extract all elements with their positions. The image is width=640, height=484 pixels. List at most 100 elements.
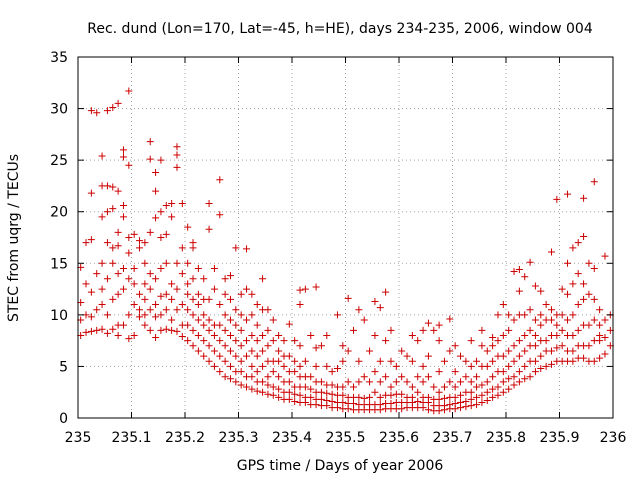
data-point — [146, 270, 154, 278]
data-point — [82, 328, 90, 336]
data-point — [226, 375, 234, 383]
data-point — [200, 352, 208, 360]
data-point — [376, 304, 384, 312]
data-point — [157, 208, 165, 216]
data-point — [473, 393, 481, 401]
data-point — [162, 202, 170, 210]
data-point — [553, 195, 561, 203]
data-point — [339, 342, 347, 350]
data-point — [264, 381, 272, 389]
data-point — [114, 187, 122, 195]
data-point — [205, 357, 213, 365]
data-point — [152, 275, 160, 283]
data-point — [547, 248, 555, 256]
data-point — [580, 232, 588, 240]
y-tick-label: 5 — [59, 359, 68, 375]
data-point — [232, 306, 240, 314]
data-point — [526, 258, 534, 266]
data-point — [521, 331, 529, 339]
data-point — [253, 321, 261, 329]
data-point — [119, 153, 127, 161]
data-point — [275, 347, 283, 355]
data-point — [87, 107, 95, 115]
data-point — [505, 385, 513, 393]
data-point — [194, 301, 202, 309]
data-point — [168, 199, 176, 207]
data-points — [77, 87, 614, 415]
data-point — [130, 301, 138, 309]
data-point — [125, 275, 133, 283]
data-point — [232, 378, 240, 386]
data-point — [253, 368, 261, 376]
data-point — [157, 326, 165, 334]
data-point — [205, 199, 213, 207]
x-tick-label: 235.3 — [218, 430, 258, 446]
data-point — [178, 270, 186, 278]
data-point — [505, 347, 513, 355]
data-point — [226, 347, 234, 355]
data-point — [580, 354, 588, 362]
y-tick-label: 25 — [50, 153, 68, 169]
data-point — [457, 399, 465, 407]
data-point — [414, 337, 422, 345]
data-point — [419, 326, 427, 334]
data-point — [259, 388, 267, 396]
data-point — [226, 272, 234, 280]
data-point — [489, 342, 497, 350]
data-point — [317, 378, 325, 386]
data-point — [451, 383, 459, 391]
data-point — [446, 401, 454, 409]
data-point — [564, 190, 572, 198]
data-point — [350, 400, 358, 408]
data-point — [531, 316, 539, 324]
data-point — [194, 290, 202, 298]
data-point — [226, 295, 234, 303]
data-point — [328, 397, 336, 405]
y-tick-label: 20 — [50, 205, 68, 221]
data-point — [435, 395, 443, 403]
data-point — [168, 316, 176, 324]
data-point — [82, 239, 90, 247]
data-point — [574, 270, 582, 278]
data-point — [168, 295, 176, 303]
data-point — [189, 239, 197, 247]
data-point — [259, 275, 267, 283]
data-point — [467, 362, 475, 370]
data-point — [510, 342, 518, 350]
data-point — [446, 347, 454, 355]
data-point — [146, 228, 154, 236]
data-point — [403, 378, 411, 386]
data-point — [569, 357, 577, 365]
data-point — [216, 368, 224, 376]
data-point — [130, 230, 138, 238]
data-point — [269, 383, 277, 391]
data-point — [499, 301, 507, 309]
data-point — [355, 357, 363, 365]
data-point — [398, 405, 406, 413]
data-point — [344, 378, 352, 386]
data-point — [162, 230, 170, 238]
data-point — [515, 265, 523, 273]
data-point — [291, 397, 299, 405]
x-tick-label: 235.2 — [165, 430, 205, 446]
data-point — [569, 331, 577, 339]
data-point — [553, 321, 561, 329]
data-point — [221, 290, 229, 298]
data-point — [103, 107, 111, 115]
data-point — [259, 347, 267, 355]
data-point — [221, 342, 229, 350]
data-point — [590, 178, 598, 186]
data-point — [307, 393, 315, 401]
data-point — [376, 378, 384, 386]
data-point — [398, 390, 406, 398]
data-point — [237, 357, 245, 365]
data-point — [542, 362, 550, 370]
data-point — [264, 326, 272, 334]
data-point — [237, 311, 245, 319]
data-point — [253, 387, 261, 395]
data-point — [467, 395, 475, 403]
data-point — [98, 301, 106, 309]
data-point — [210, 331, 218, 339]
data-point — [574, 326, 582, 334]
